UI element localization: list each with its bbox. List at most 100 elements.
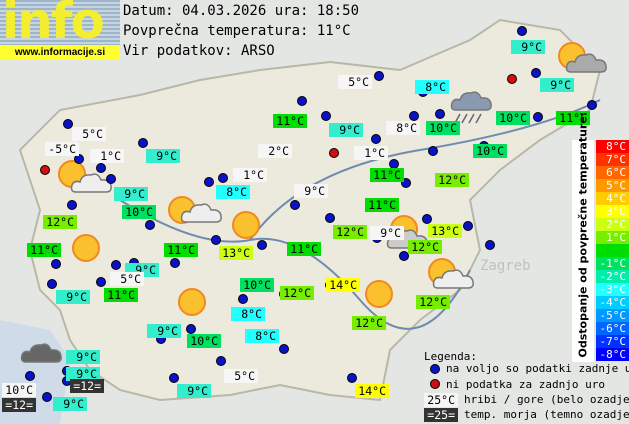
station-temperature: 14°C xyxy=(326,278,360,292)
station-temperature: 10°C xyxy=(240,278,274,292)
station-marker xyxy=(428,146,438,156)
station-temperature: 8°C xyxy=(216,185,250,199)
legend-sea-sample: =25= xyxy=(424,408,458,422)
sun-icon xyxy=(365,280,393,308)
station-marker xyxy=(218,173,228,183)
station-marker xyxy=(463,221,473,231)
station-temperature: 10°C xyxy=(187,334,221,348)
station-temperature: 1°C xyxy=(354,146,388,160)
scale-step: 8°C xyxy=(596,140,629,153)
scale-step: -7°C xyxy=(596,335,629,348)
station-marker xyxy=(257,240,267,250)
station-temperature: 9°C xyxy=(540,78,574,92)
station-temperature: 9°C xyxy=(53,397,87,411)
cloud-icon xyxy=(20,340,64,368)
station-temperature: 1°C xyxy=(233,168,267,182)
legend-sea: temp. morja (temno ozadje) xyxy=(464,408,629,421)
station-temperature: 10°C xyxy=(496,111,530,125)
station-temperature: 5°C xyxy=(224,369,258,383)
station-temperature: =12= xyxy=(2,398,36,412)
station-temperature: 5°C xyxy=(72,127,106,141)
logo[interactable]: info www.informacije.si xyxy=(0,0,120,60)
station-temperature: 11°C xyxy=(556,111,590,125)
station-marker xyxy=(374,71,384,81)
station-marker xyxy=(435,109,445,119)
station-marker xyxy=(47,279,57,289)
station-temperature: 8°C xyxy=(231,307,265,321)
scale-step: -5°C xyxy=(596,309,629,322)
station-marker xyxy=(216,356,226,366)
station-temperature: 13°C xyxy=(428,224,462,238)
station-temperature: 9°C xyxy=(147,324,181,338)
station-marker xyxy=(409,111,419,121)
station-marker xyxy=(106,174,116,184)
scale-step: 5°C xyxy=(596,179,629,192)
cloud-icon xyxy=(432,266,476,294)
station-temperature: 8°C xyxy=(415,80,449,94)
station-temperature: 9°C xyxy=(56,290,90,304)
station-marker xyxy=(531,68,541,78)
station-temperature: 12°C xyxy=(280,286,314,300)
sun-icon xyxy=(232,211,260,239)
station-marker xyxy=(63,119,73,129)
scale-step: 3°C xyxy=(596,205,629,218)
station-missing-marker xyxy=(329,148,339,158)
data-source: Vir podatkov: ARSO xyxy=(123,43,275,59)
station-marker xyxy=(170,258,180,268)
station-temperature: 5°C xyxy=(338,75,372,89)
legend-missing: ni podatka za zadnjo uro xyxy=(446,378,605,391)
station-marker xyxy=(211,235,221,245)
station-temperature: 12°C xyxy=(333,225,367,239)
scale-step: 2°C xyxy=(596,218,629,231)
station-marker xyxy=(401,178,411,188)
legend-hill-sample: 25°C xyxy=(424,393,458,407)
cloud-icon xyxy=(180,200,224,228)
station-marker xyxy=(204,177,214,187)
station-temperature: 2°C xyxy=(258,144,292,158)
deviation-scale: 8°C 7°C 6°C 5°C 4°C 3°C 2°C 1°C -1°C -2°C -3°C -4°C… xyxy=(596,140,629,361)
legend-hill: hribi / gore (belo ozadje) xyxy=(464,393,629,406)
station-marker xyxy=(51,259,61,269)
station-temperature: 10°C xyxy=(426,121,460,135)
station-temperature: 8°C xyxy=(386,121,420,135)
station-temperature: 11°C xyxy=(365,198,399,212)
station-marker xyxy=(238,294,248,304)
scale-step: 6°C xyxy=(596,166,629,179)
station-marker xyxy=(42,392,52,402)
station-temperature: 12°C xyxy=(435,173,469,187)
station-temperature: 11°C xyxy=(370,168,404,182)
station-marker xyxy=(186,324,196,334)
station-temperature: 13°C xyxy=(219,246,253,260)
station-temperature: 9°C xyxy=(329,123,363,137)
station-missing-marker xyxy=(40,165,50,175)
station-marker xyxy=(517,26,527,36)
station-marker xyxy=(321,111,331,121)
scale-step: 4°C xyxy=(596,192,629,205)
station-marker xyxy=(67,200,77,210)
logo-url[interactable]: www.informacije.si xyxy=(0,45,120,60)
station-marker xyxy=(347,373,357,383)
station-temperature: -5°C xyxy=(45,142,79,156)
station-temperature: 9°C xyxy=(66,367,100,381)
station-marker xyxy=(325,213,335,223)
scale-step: -6°C xyxy=(596,322,629,335)
station-marker xyxy=(297,96,307,106)
station-temperature: 9°C xyxy=(294,184,328,198)
station-marker xyxy=(74,154,84,164)
average-temperature: Povprečna temperatura: 11°C xyxy=(123,23,351,39)
station-marker xyxy=(138,138,148,148)
rain-cloud-icon xyxy=(450,88,494,128)
scale-step: -3°C xyxy=(596,283,629,296)
station-missing-marker xyxy=(507,74,517,84)
station-temperature: 1°C xyxy=(90,149,124,163)
date-line: Datum: 04.03.2026 ura: 18:50 xyxy=(123,3,360,19)
station-temperature: 9°C xyxy=(114,187,148,201)
station-temperature: =12= xyxy=(70,379,104,393)
station-temperature: 9°C xyxy=(146,149,180,163)
scale-title: Odstopanje od povprečne temperature: xyxy=(572,112,594,362)
station-marker xyxy=(279,344,289,354)
station-temperature: 5°C xyxy=(110,272,144,286)
station-temperature: 12°C xyxy=(416,295,450,309)
station-temperature: 12°C xyxy=(408,240,442,254)
